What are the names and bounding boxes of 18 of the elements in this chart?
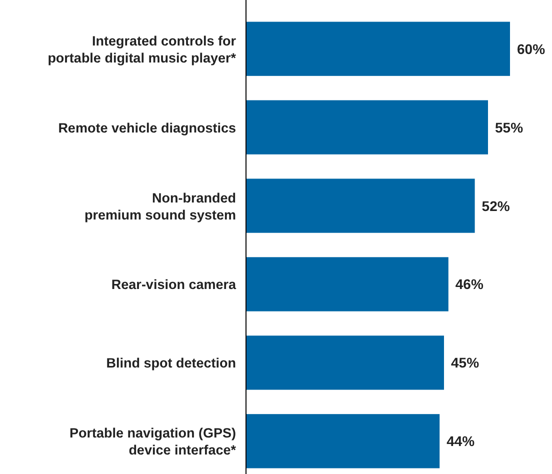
y-tick-label: Non-branded premium sound system: [84, 190, 236, 222]
bar: [246, 336, 444, 390]
y-tick-label: Rear-vision camera: [111, 277, 236, 292]
bar: [246, 178, 475, 233]
data-label: 55%: [495, 119, 524, 136]
y-tick-label: Portable navigation (GPS) device interface*: [69, 426, 237, 458]
y-tick-label: Integrated controls for portable digital music player*: [48, 33, 237, 66]
y-tick-label: Blind spot detection: [106, 356, 236, 371]
bar: [246, 257, 448, 312]
y-tick-label: Remote vehicle diagnostics: [58, 120, 236, 136]
bar: [246, 100, 488, 154]
data-label: 45%: [451, 354, 480, 371]
data-label: 52%: [482, 198, 510, 214]
bar: [246, 22, 510, 76]
data-label: 60%: [517, 40, 546, 57]
data-label: 46%: [455, 276, 484, 292]
data-label: 44%: [446, 433, 476, 450]
bar: [246, 414, 440, 468]
